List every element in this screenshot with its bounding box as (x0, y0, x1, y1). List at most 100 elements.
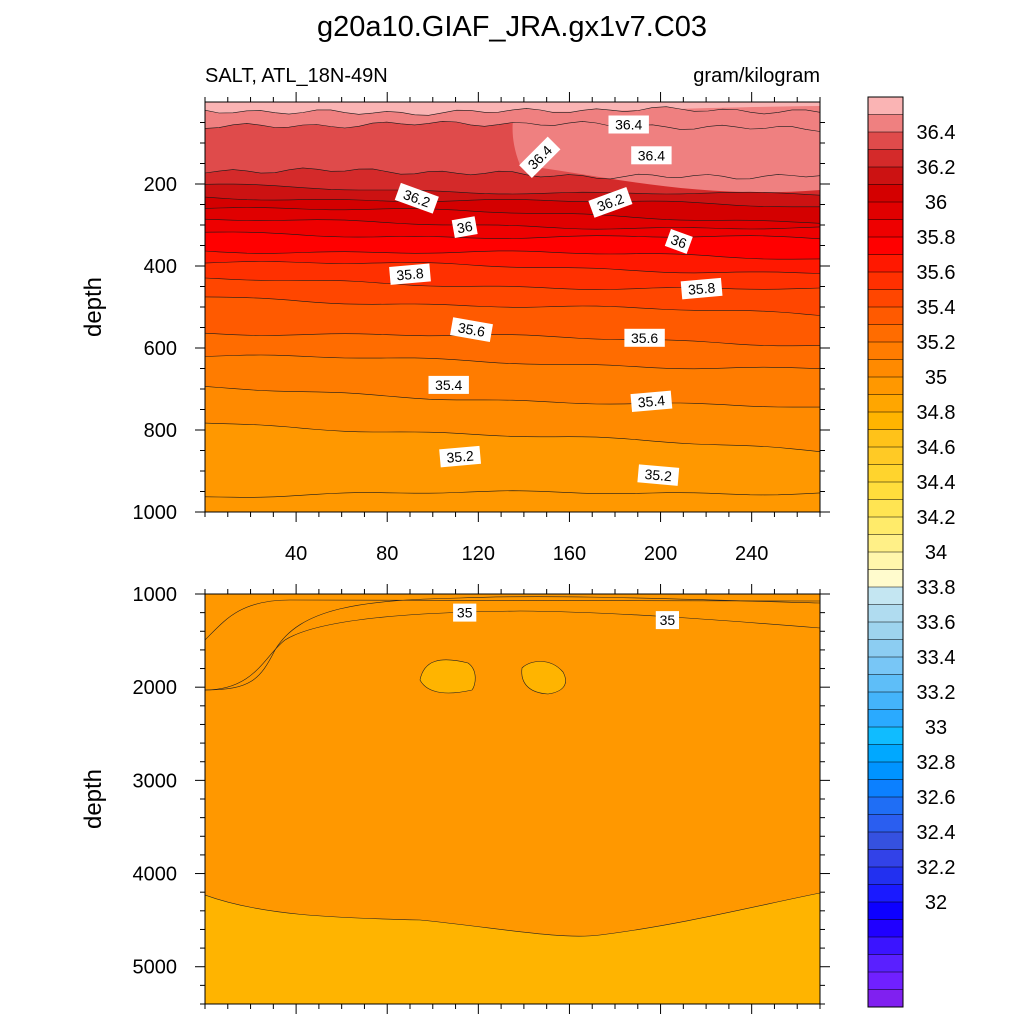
colorbar-label: 35 (925, 367, 947, 389)
upper-contour-line (205, 354, 820, 370)
contour-label-box (453, 603, 477, 622)
contour-label: 36 (451, 216, 478, 238)
colorbar-swatch (868, 394, 903, 413)
upper-ylabel: depth (80, 277, 107, 337)
upper-contour-line (205, 231, 820, 240)
contour-label: 35.8 (389, 263, 431, 285)
colorbar-swatch (868, 814, 903, 833)
lower-blob (420, 659, 476, 693)
colorbar-swatch (868, 692, 903, 710)
upper-contour-line (205, 386, 820, 408)
contour-label-box (450, 317, 493, 342)
lower-panel: 35 35 1000 2000 3000 4000 5000 depth (80, 584, 830, 1014)
colorbar-swatch (868, 639, 903, 658)
colorbar-swatch (868, 359, 903, 378)
colorbar-swatch (868, 657, 903, 675)
colorbar-swatch (868, 114, 903, 133)
x-tick-label: 80 (376, 543, 398, 565)
lower-contour-line (205, 599, 820, 641)
colorbar-swatch (868, 919, 903, 938)
upper-contour-line (205, 332, 820, 347)
contour-label-box (439, 445, 482, 468)
colorbar-swatch (868, 954, 903, 973)
lower-axes: 1000 2000 3000 4000 5000 (133, 584, 830, 1014)
contour-label-text: 36.4 (615, 117, 642, 133)
colorbar-swatch (868, 464, 903, 483)
colorbar-swatch (868, 307, 903, 325)
colorbar-swatch (868, 377, 903, 395)
colorbar-swatch (868, 289, 903, 308)
contour-label-box (624, 328, 665, 347)
contour-label-text: 35.6 (457, 319, 487, 340)
x-tick-label: 200 (644, 543, 677, 565)
upper-contour-line (205, 422, 820, 452)
upper-contour-line (205, 120, 820, 132)
contour-label: 35 (453, 603, 477, 622)
contour-label-text: 36 (669, 231, 689, 251)
y-tick-label: 3000 (133, 770, 178, 792)
colorbar-label: 32 (925, 892, 947, 914)
lower-contour-line (205, 892, 820, 937)
contour-label-box (608, 115, 649, 134)
upper-contour-line (205, 296, 820, 316)
x-tick-label: 240 (735, 543, 768, 565)
contour-label-box (655, 611, 679, 630)
lower-contour-fills (205, 594, 820, 1004)
colorbar-label: 35.2 (917, 332, 956, 354)
colorbar-label: 35.4 (917, 297, 956, 319)
x-tick-label: 160 (553, 543, 586, 565)
colorbar-label: 34.8 (917, 402, 956, 424)
contour-label: 36.4 (631, 146, 672, 165)
lower-contour-lines (205, 596, 820, 937)
y-tick-label: 5000 (133, 957, 178, 979)
right-subtitle: gram/kilogram (693, 65, 820, 87)
colorbar-swatch (868, 674, 903, 693)
contour-label: 36 (664, 228, 693, 254)
contour-label-box (428, 375, 469, 394)
colorbar-swatch (868, 604, 903, 623)
colorbar: 36.4 36.2 36 35.8 35.6 35.4 35.2 35 34.8 34.6 34.4… (867, 96, 956, 1008)
colorbar-swatch (868, 184, 903, 203)
lower-contour-line (419, 659, 476, 694)
colorbar-label: 33 (925, 717, 947, 739)
contour-label-box (389, 263, 431, 285)
colorbar-swatch (868, 884, 903, 903)
contour-label-text: 35.6 (631, 330, 658, 346)
colorbar-swatch (868, 797, 903, 815)
colorbar-label: 35.8 (917, 227, 956, 249)
upper-contour-line (205, 196, 820, 208)
upper-contour-line (205, 250, 820, 260)
colorbar-swatch (868, 482, 903, 500)
contour-label-text: 36.4 (638, 147, 665, 163)
contour-label-box (451, 216, 478, 238)
colorbar-swatch (868, 412, 903, 430)
colorbar-label: 32.2 (917, 857, 956, 879)
contour-label-box (664, 228, 693, 254)
contour-label-text: 36 (456, 218, 474, 236)
colorbar-swatch (868, 499, 903, 518)
colorbar-label: 34.2 (917, 507, 956, 529)
colorbar-swatch (868, 534, 903, 553)
colorbar-label: 32.6 (917, 787, 956, 809)
colorbar-swatch (868, 552, 903, 570)
contour-label-text: 35.2 (446, 447, 475, 465)
contour-label-box (630, 390, 673, 413)
colorbar-label: 34.4 (917, 472, 956, 494)
colorbar-swatch (868, 167, 903, 185)
x-tick-label: 40 (285, 543, 307, 565)
colorbar-label: 33.6 (917, 612, 956, 634)
lower-ylabel: depth (80, 769, 107, 829)
upper-contour-line (205, 218, 820, 230)
colorbar-swatch (868, 972, 903, 990)
colorbar-swatch (868, 779, 903, 798)
upper-contour-line (205, 183, 820, 196)
contour-label: 35.4 (630, 390, 673, 413)
colorbar-swatch (868, 429, 903, 448)
y-tick-label: 4000 (133, 864, 178, 886)
colorbar-swatch (868, 324, 903, 343)
lower-contour-line (205, 596, 820, 691)
upper-contour-line (205, 167, 820, 180)
colorbar-swatch (868, 272, 903, 290)
contour-label: 35.2 (637, 464, 680, 486)
